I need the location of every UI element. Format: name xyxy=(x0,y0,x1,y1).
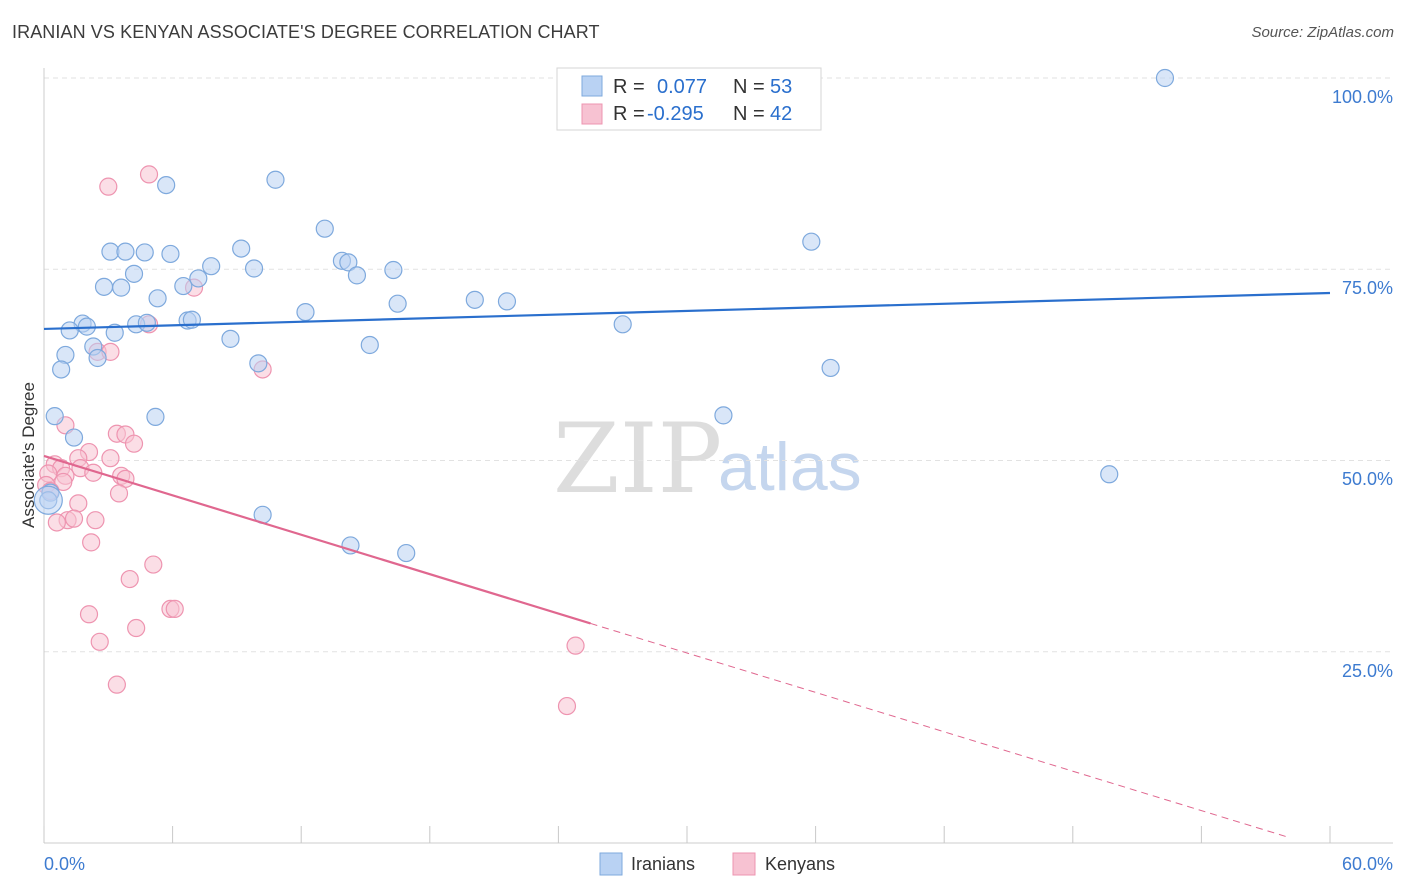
stats-n-value-kenyans: 42 xyxy=(770,103,792,125)
kenyan-point-31 xyxy=(82,533,101,552)
kenyan-point-12 xyxy=(101,449,120,468)
iranian-point-9 xyxy=(232,239,251,258)
x-tick-label-min: 0.0% xyxy=(44,854,85,874)
source-credit: Source: ZipAtlas.com xyxy=(1251,24,1394,41)
x-axis-ticks xyxy=(43,826,1331,843)
kenyan-point-33 xyxy=(120,569,139,589)
kenyan-point-37 xyxy=(127,618,146,638)
trend-lines xyxy=(43,291,1331,838)
iranian-point-43 xyxy=(146,407,165,426)
kenyan-trend-line xyxy=(43,454,591,625)
iranian-point-4 xyxy=(802,232,821,251)
iranian-point-24 xyxy=(388,294,407,313)
y-tick-label-25: 25.0% xyxy=(1342,661,1393,681)
kenyan-point-1 xyxy=(99,177,118,196)
kenyan-point-39 xyxy=(566,636,585,655)
kenyan-point-30 xyxy=(47,513,66,532)
kenyan-point-28 xyxy=(64,509,84,528)
iranian-point-51 xyxy=(397,543,416,563)
iranian-point-13 xyxy=(244,259,264,278)
stats-swatch-kenyans xyxy=(581,103,603,125)
stats-r-label-kenyans: R = xyxy=(613,103,645,125)
iranian-point-1 xyxy=(157,176,176,195)
watermark-atlas: atlas xyxy=(718,429,862,505)
iranian-point-16 xyxy=(347,266,367,285)
iranian-point-15 xyxy=(124,264,144,283)
iranian-point-17 xyxy=(189,269,208,288)
kenyan-point-22 xyxy=(54,472,73,492)
iranian-point-21 xyxy=(148,289,167,308)
stats-r-label-iranians: R = xyxy=(613,76,645,98)
iranian-point-52 xyxy=(137,313,156,332)
iranian-point-35 xyxy=(360,335,379,355)
legend-swatch-kenyans xyxy=(732,852,756,876)
stats-box: R = 0.077 N = 53 R = -0.295 N = 42 xyxy=(556,67,822,131)
kenyan-point-0 xyxy=(139,165,159,184)
kenyan-point-36 xyxy=(79,605,99,624)
gridlines xyxy=(44,77,1393,653)
iranian-point-25 xyxy=(296,302,315,322)
iranian-point-23 xyxy=(497,292,517,311)
kenyan-point-38 xyxy=(90,632,109,651)
iranian-point-39 xyxy=(249,354,268,373)
kenyan-trend-extension xyxy=(590,622,1288,838)
x-tick-label-max: 60.0% xyxy=(1342,854,1393,874)
kenyan-point-40 xyxy=(107,675,126,694)
iranian-point-6 xyxy=(116,242,135,261)
iranian-point-45 xyxy=(64,428,84,447)
iranian-point-19 xyxy=(112,278,131,297)
watermark-zip: ZIP xyxy=(553,403,722,515)
stats-r-value-kenyans: -0.295 xyxy=(647,103,704,125)
kenyan-point-35 xyxy=(165,599,184,619)
iranian-point-42 xyxy=(45,407,64,426)
iranian-point-33 xyxy=(105,323,124,342)
kenyan-point-29 xyxy=(86,511,105,530)
stats-n-label-iranians: N = xyxy=(733,76,765,98)
kenyan-point-32 xyxy=(144,555,163,574)
iranian-point-38 xyxy=(88,348,107,368)
iranian-point-18 xyxy=(94,277,114,296)
kenyan-point-26 xyxy=(69,494,88,513)
y-tick-label-75: 75.0% xyxy=(1342,278,1393,298)
iranian-point-20 xyxy=(174,276,193,296)
iranian-point-46 xyxy=(1100,465,1119,484)
kenyan-point-10 xyxy=(124,434,144,453)
stats-r-value-iranians: 0.077 xyxy=(657,76,707,98)
iranian-point-8 xyxy=(161,244,180,264)
iranian-point-34 xyxy=(221,329,240,348)
iranian-point-7 xyxy=(135,243,154,262)
iranian-point-2 xyxy=(266,170,285,189)
kenyan-point-25 xyxy=(109,484,129,503)
iranian-point-41 xyxy=(821,358,840,378)
iranian-trend-line xyxy=(43,291,1331,331)
iranian-point-14 xyxy=(384,260,403,280)
iranian-point-31 xyxy=(60,321,79,340)
iranian-point-22 xyxy=(465,290,484,309)
y-tick-label-100: 100.0% xyxy=(1332,87,1393,107)
stats-swatch-iranians xyxy=(581,75,603,97)
iranian-point-30 xyxy=(613,315,632,334)
chart-title: IRANIAN VS KENYAN ASSOCIATE'S DEGREE COR… xyxy=(12,22,600,42)
y-tick-label-50: 50.0% xyxy=(1342,469,1393,489)
y-axis-title: Associate's Degree xyxy=(19,382,38,528)
iranian-point-0 xyxy=(1155,68,1175,88)
legend-label-iranians: Iranians xyxy=(631,854,695,874)
stats-n-label-kenyans: N = xyxy=(733,103,765,125)
iranian-point-44 xyxy=(714,406,733,425)
legend-label-kenyans: Kenyans xyxy=(765,854,835,874)
iranian-point-12 xyxy=(202,257,221,276)
stats-n-value-iranians: 53 xyxy=(770,76,792,98)
iranian-point-40 xyxy=(52,360,71,379)
iranian-point-11 xyxy=(339,253,358,272)
kenyan-point-41 xyxy=(557,696,577,716)
legend: Iranians Kenyans xyxy=(599,852,835,876)
legend-swatch-iranians xyxy=(599,852,623,876)
iranian-point-3 xyxy=(315,219,334,238)
iranian-point-cluster xyxy=(33,485,63,515)
